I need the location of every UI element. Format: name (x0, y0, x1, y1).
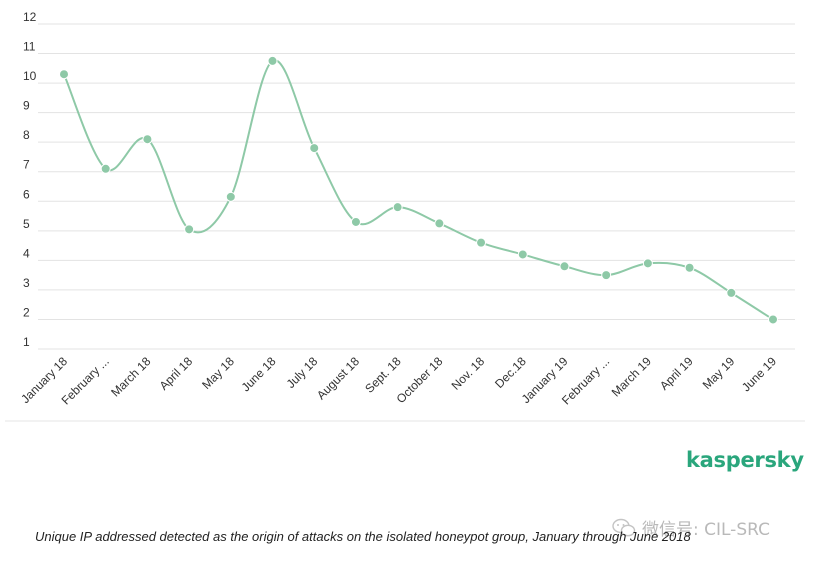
y-tick-label: 9 (23, 99, 30, 113)
x-tick-label: March 18 (108, 354, 154, 400)
kaspersky-logo: kaspersky (686, 448, 804, 472)
x-tick-label: August 18 (314, 354, 362, 402)
x-tick-label: March 19 (609, 354, 655, 400)
y-tick-label: 10 (23, 69, 37, 83)
wechat-icon (612, 518, 636, 537)
x-tick-label: June 18 (239, 354, 279, 394)
data-point (642, 258, 653, 269)
x-tick-label: July 18 (284, 354, 321, 391)
y-tick-label: 1 (23, 335, 30, 349)
watermark-text: 微信号: CIL-SRC (642, 520, 770, 540)
x-tick-label: Nov. 18 (449, 354, 488, 393)
data-point (142, 134, 153, 145)
x-tick-label: May 18 (199, 354, 237, 392)
data-point (267, 55, 278, 66)
data-point (225, 191, 236, 202)
x-tick-label: June 19 (739, 354, 779, 394)
y-tick-label: 8 (23, 128, 30, 142)
data-point (517, 249, 528, 260)
data-point (684, 262, 695, 273)
data-point (559, 261, 570, 272)
data-points (59, 55, 778, 325)
data-point (59, 69, 69, 80)
data-point (726, 287, 737, 298)
y-tick-label: 4 (23, 246, 30, 260)
watermark: 微信号: CIL-SRC (612, 515, 770, 540)
x-tick-label: May 19 (700, 354, 738, 392)
y-tick-label: 11 (23, 40, 36, 54)
data-point (476, 237, 487, 248)
data-point (768, 314, 778, 325)
data-point (601, 270, 612, 281)
grid-layer (38, 23, 795, 350)
data-point (434, 218, 445, 229)
y-tick-label: 12 (23, 10, 37, 24)
y-tick-label: 3 (23, 276, 30, 290)
x-tick-label: Dec.18 (492, 354, 529, 391)
x-tick-label: April 18 (157, 354, 196, 393)
chart-caption: Unique IP addressed detected as the orig… (35, 529, 691, 544)
data-point (100, 163, 111, 174)
data-point (350, 216, 361, 227)
x-tick-label: April 19 (657, 354, 696, 393)
series-line (63, 59, 774, 321)
data-point (309, 143, 320, 154)
data-point (184, 224, 195, 235)
y-tick-label: 5 (23, 217, 30, 231)
y-tick-label: 7 (23, 158, 30, 172)
x-tick-label: Sept. 18 (362, 354, 404, 396)
y-tick-label: 2 (23, 305, 30, 319)
y-tick-label: 6 (23, 187, 30, 201)
data-point (392, 202, 403, 213)
